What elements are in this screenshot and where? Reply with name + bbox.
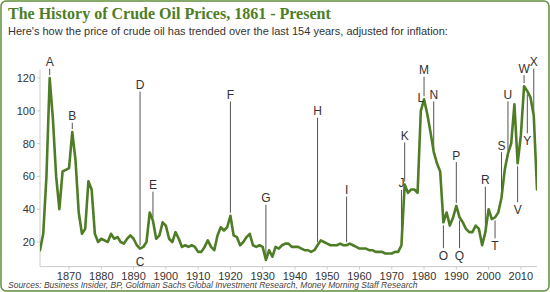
annotation-label: U (504, 88, 513, 102)
x-tick-label: 2000 (476, 270, 500, 282)
x-tick-label: 1990 (444, 270, 468, 282)
annotation-leader (527, 94, 528, 133)
source: Sources: Business Insider, BP, Goldman S… (8, 280, 418, 290)
annotation-leader (230, 101, 231, 212)
annotation-leader (317, 118, 318, 242)
y-tick-label: 120 (17, 72, 35, 84)
y-tick (37, 242, 40, 243)
annotation-leader (152, 192, 153, 218)
annotation-leader (265, 205, 266, 257)
annotations (50, 69, 534, 257)
annotation-label: F (227, 88, 234, 102)
annotation-label: V (514, 203, 522, 217)
y-tick (37, 78, 40, 79)
annotation-label: B (68, 109, 76, 123)
annotation-leader (459, 220, 460, 248)
annotation-leader (49, 69, 50, 75)
plot-area (40, 78, 537, 260)
price-line (40, 78, 537, 260)
annotation-label: Y (523, 134, 531, 148)
annotation-label: S (497, 139, 505, 153)
annotation-label: I (345, 183, 348, 197)
chart: The History of Crude Oil Prices, 1861 - … (0, 0, 550, 292)
annotation-label: G (261, 191, 270, 205)
annotation-label: C (136, 255, 145, 269)
x-tick-label: 2010 (509, 270, 533, 282)
annotation-label: P (452, 149, 460, 163)
y-tick-label: 80 (23, 138, 35, 150)
annotation-label: N (429, 88, 438, 102)
annotation-label: A (46, 55, 54, 69)
x-axis (40, 266, 537, 267)
y-tick (37, 209, 40, 210)
y-tick-label: 40 (23, 203, 35, 215)
annotation-leader (443, 225, 444, 248)
y-axis (40, 70, 41, 267)
annotation-label: T (491, 239, 499, 253)
annotation-label: M (419, 63, 429, 77)
annotation-leader (524, 75, 525, 83)
annotation-label: E (149, 178, 157, 192)
y-tick-label: 20 (23, 236, 35, 248)
annotation-label: H (313, 104, 322, 118)
annotation-label: X (530, 55, 538, 69)
annotation-leader (346, 197, 347, 243)
annotation-label: L (417, 91, 424, 105)
annotation-label: D (136, 78, 145, 92)
annotation-label: K (401, 129, 409, 143)
annotation-leader (495, 220, 496, 238)
y-tick-label: 60 (23, 170, 35, 182)
annotation-leader (72, 123, 73, 129)
y-tick (37, 110, 40, 111)
annotation-label: W (518, 62, 530, 76)
annotation-leader (517, 166, 518, 202)
y-tick-label: 100 (17, 105, 35, 117)
subtitle: Here's how the price of crude oil has tr… (8, 25, 448, 37)
annotation-label: Q (455, 249, 464, 263)
annotation-leader (140, 92, 141, 246)
frame (1, 1, 549, 291)
annotation-label: R (481, 173, 490, 187)
annotation-leader (507, 101, 508, 150)
y-tick (37, 143, 40, 144)
annotation-leader (533, 69, 534, 113)
annotation-leader (456, 162, 457, 203)
y-tick (37, 176, 40, 177)
annotation-label: J (398, 176, 404, 190)
annotation-label: O (439, 249, 448, 263)
title: The History of Crude Oil Prices, 1861 - … (8, 5, 331, 23)
